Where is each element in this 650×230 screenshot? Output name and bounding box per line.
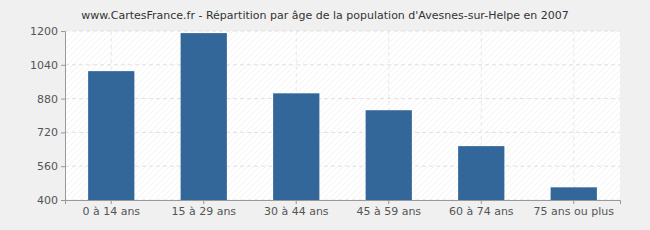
x-tick: 15 à 29 ans (171, 200, 236, 218)
title: www.CartesFrance.fr - Répartition par âg… (81, 9, 568, 22)
x-tick-mark (481, 200, 482, 204)
y-tick-mark (61, 200, 65, 201)
y-tick-mark (61, 132, 65, 133)
grid-line (65, 166, 620, 167)
x-tick-mark (203, 200, 204, 204)
x-tick: 45 à 59 ans (356, 200, 421, 218)
y-tick-mark (61, 31, 65, 32)
x-tick-label: 30 à 44 ans (264, 205, 329, 218)
y-tick-mark (61, 99, 65, 100)
y-tick-label: 880 (37, 93, 58, 106)
bar (181, 33, 227, 200)
x-tick: 75 ans ou plus (534, 200, 615, 218)
x-tick: 0 à 14 ans (82, 200, 140, 218)
x-tick: 60 à 74 ans (449, 200, 514, 218)
y-tick: 1200 (30, 25, 65, 38)
x-axis-line (66, 201, 621, 205)
bar (273, 93, 319, 200)
background (0, 0, 650, 230)
y-tick: 400 (37, 194, 65, 207)
y-tick: 720 (37, 126, 65, 139)
y-tick-mark (61, 166, 65, 167)
x-tick-mark (573, 200, 574, 204)
bar (551, 187, 597, 200)
y-axis: 400 560 720 880 1040 1200 (30, 25, 66, 207)
y-tick: 1040 (30, 59, 65, 72)
y-axis-line (61, 32, 66, 201)
x-tick-label: 0 à 14 ans (82, 205, 140, 218)
y-tick-label: 400 (37, 194, 58, 207)
grid (65, 31, 620, 200)
grid-line (65, 64, 620, 65)
y-tick-label: 720 (37, 126, 58, 139)
x-tick-mark (388, 200, 389, 204)
y-tick-label: 1200 (30, 25, 58, 38)
y-tick-label: 560 (37, 160, 58, 173)
x-tick-label: 60 à 74 ans (449, 205, 514, 218)
grid-line (65, 132, 620, 133)
y-tick-label: 1040 (30, 59, 58, 72)
chart: 400 560 720 880 1040 1200 0 à 14 ans 15 à 29 an… (0, 0, 650, 230)
plot-area (65, 31, 620, 200)
grid-line-x (573, 31, 574, 200)
x-tick-label: 45 à 59 ans (356, 205, 421, 218)
x-axis: 0 à 14 ans 15 à 29 ans 30 à 44 ans 45 à 59 … (66, 200, 621, 218)
x-tick-mark (111, 200, 112, 204)
grid-line (65, 31, 620, 32)
x-tick-label: 15 à 29 ans (171, 205, 236, 218)
x-tick-label: 75 ans ou plus (534, 205, 615, 218)
bars (88, 33, 597, 200)
x-tick-mark (296, 200, 297, 204)
bar (88, 71, 134, 200)
y-tick: 880 (37, 93, 65, 106)
grid-line (65, 98, 620, 99)
y-tick: 560 (37, 160, 65, 173)
bar (366, 110, 412, 200)
bar (458, 146, 504, 200)
plot: 400 560 720 880 1040 1200 0 à 14 ans 15 à 29 an… (30, 25, 621, 218)
y-tick-mark (61, 65, 65, 66)
x-tick: 30 à 44 ans (264, 200, 329, 218)
